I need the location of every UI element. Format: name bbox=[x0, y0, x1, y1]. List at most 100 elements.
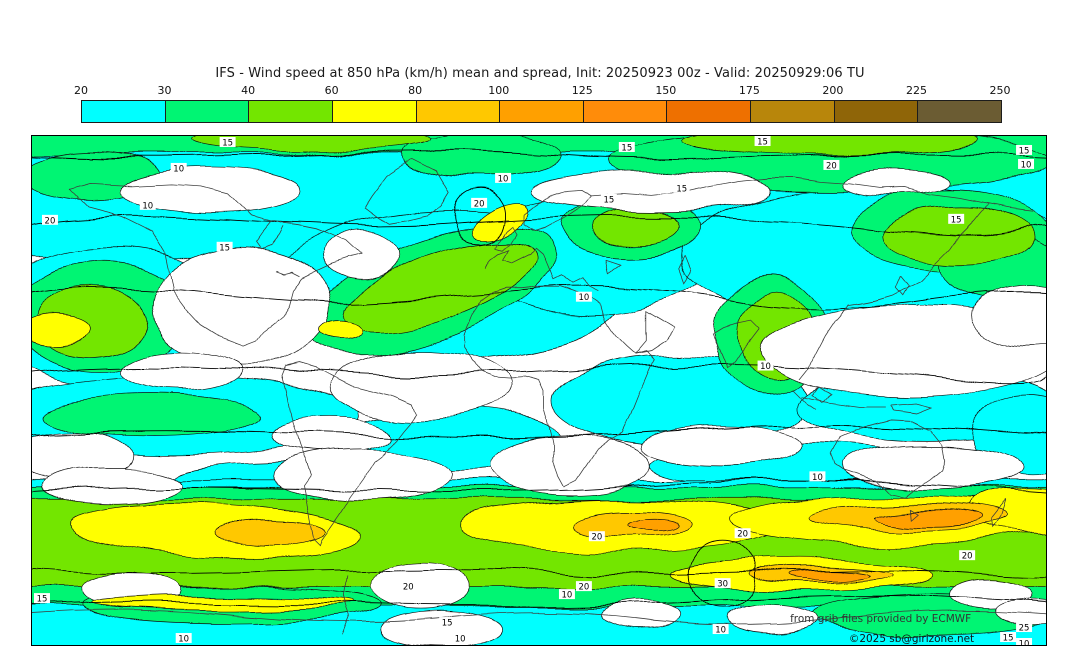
contour-label: 15 bbox=[603, 194, 614, 204]
wind-speed-field bbox=[32, 136, 1046, 645]
contour-label: 10 bbox=[142, 200, 153, 210]
contour-label-box bbox=[618, 141, 635, 152]
colorbar-tick: 250 bbox=[989, 84, 1011, 97]
contour-label-box bbox=[139, 199, 156, 210]
colorbar-tick: 100 bbox=[488, 84, 510, 97]
contour-label: 25 bbox=[1019, 623, 1030, 633]
contour-label: 15 bbox=[621, 142, 632, 152]
colorbar-segment bbox=[248, 101, 332, 122]
contour-label-box bbox=[714, 578, 731, 589]
contour-label-box bbox=[1018, 158, 1035, 169]
colorbar-tick: 30 bbox=[157, 84, 172, 97]
contour-label: 20 bbox=[826, 160, 837, 170]
contour-label-box bbox=[558, 589, 575, 600]
contour-label: 15 bbox=[1019, 145, 1030, 155]
contour-label-box bbox=[734, 528, 751, 539]
colorbar-tick: 125 bbox=[571, 84, 593, 97]
contour-label: 20 bbox=[474, 198, 485, 208]
colorbar-tick: 60 bbox=[324, 84, 339, 97]
contour-label: 15 bbox=[219, 242, 230, 252]
contour-label-box bbox=[575, 291, 592, 302]
contour-label-box bbox=[439, 617, 456, 628]
contour-label: 10 bbox=[173, 163, 184, 173]
coastlines bbox=[32, 158, 1046, 636]
contour-label-box bbox=[452, 633, 469, 644]
attribution-line1: from grib files provided by ECMWF bbox=[790, 613, 971, 625]
contour-label-box bbox=[673, 182, 690, 193]
contour-label-box bbox=[1000, 632, 1017, 643]
colorbar-segment bbox=[331, 101, 416, 122]
contour-label: 10 bbox=[178, 634, 189, 644]
contour-label: 20 bbox=[403, 582, 414, 592]
contour-label: 10 bbox=[1021, 159, 1032, 169]
contour-label: 10 bbox=[579, 292, 590, 302]
colorbar-tick: 80 bbox=[408, 84, 423, 97]
chart-title: IFS - Wind speed at 850 hPa (km/h) mean … bbox=[215, 66, 865, 81]
contour-label: 10 bbox=[812, 472, 823, 482]
contour-label-box bbox=[754, 136, 771, 146]
contour-label-box bbox=[1016, 638, 1033, 645]
contour-label-box bbox=[712, 624, 729, 635]
colorbar-tick: 175 bbox=[738, 84, 760, 97]
contour-label-box bbox=[219, 136, 236, 147]
colorbar-tick: 20 bbox=[74, 84, 88, 97]
colorbar-tick: 225 bbox=[905, 84, 927, 97]
contour-label-box bbox=[588, 531, 605, 542]
contour-label-box bbox=[175, 633, 192, 644]
contour-label: 15 bbox=[951, 214, 962, 224]
colorbar-segment bbox=[666, 101, 751, 122]
contour-label-box bbox=[948, 213, 965, 224]
contour-label-box bbox=[600, 193, 617, 204]
contour-label-box bbox=[170, 162, 187, 173]
contour-label: 20 bbox=[962, 551, 973, 561]
colorbar-segment bbox=[917, 101, 1002, 122]
map-attribution: from grib files provided by ECMWF ©2025 … bbox=[790, 613, 974, 645]
contour-label: 15 bbox=[676, 183, 687, 193]
contour-label: 15 bbox=[37, 594, 48, 604]
colorbar-segment bbox=[833, 101, 918, 122]
contour-label: 10 bbox=[498, 173, 509, 183]
contour-label: 20 bbox=[591, 532, 602, 542]
contour-label-box bbox=[41, 214, 58, 225]
contour-label: 10 bbox=[1019, 638, 1030, 645]
contour-label-box bbox=[1016, 622, 1033, 633]
contour-label-box bbox=[809, 471, 826, 482]
contour-label-box bbox=[471, 197, 488, 208]
contour-label-box bbox=[33, 593, 50, 604]
contour-label-box bbox=[823, 159, 840, 170]
contour-label-box bbox=[757, 360, 774, 371]
contour-label-box bbox=[216, 241, 233, 252]
contour-label: 10 bbox=[455, 634, 466, 644]
contour-label: 15 bbox=[442, 618, 453, 628]
colorbar-tick: 200 bbox=[822, 84, 844, 97]
contour-label: 20 bbox=[737, 529, 748, 539]
contour-label-box bbox=[495, 172, 512, 183]
colorbar-tick: 40 bbox=[241, 84, 256, 97]
colorbar-tick: 150 bbox=[655, 84, 677, 97]
contour-label: 30 bbox=[717, 579, 728, 589]
contour-label: 20 bbox=[45, 215, 56, 225]
colorbar-segment bbox=[582, 101, 667, 122]
colorbar-tick-labels: 20 30 40 60 80 100 125 150 175 200 225 250 bbox=[0, 84, 1080, 98]
contour-label-box bbox=[575, 581, 592, 592]
colorbar-segment bbox=[499, 101, 583, 122]
contour-label: 10 bbox=[562, 590, 573, 600]
contour-label-box bbox=[959, 550, 976, 561]
attribution-line2: ©2025 sb@girizone.net bbox=[849, 633, 974, 645]
world-map: 15 10 10 20 15 15 10 20 15 15 10 15 15 10 20 15 10 10 20 20… bbox=[31, 135, 1047, 646]
contour-label: 10 bbox=[760, 361, 771, 371]
contour-label: 15 bbox=[757, 136, 768, 146]
colorbar-segment bbox=[164, 101, 249, 122]
spread-contours bbox=[32, 151, 1046, 610]
contour-label: 15 bbox=[222, 137, 233, 147]
contour-label: 10 bbox=[715, 625, 726, 635]
colorbar-segment bbox=[750, 101, 834, 122]
contour-label-box bbox=[400, 581, 417, 592]
colorbar bbox=[81, 100, 1002, 123]
contour-label: 15 bbox=[1003, 633, 1014, 643]
colorbar-segment bbox=[82, 101, 165, 122]
contour-label: 20 bbox=[579, 582, 590, 592]
